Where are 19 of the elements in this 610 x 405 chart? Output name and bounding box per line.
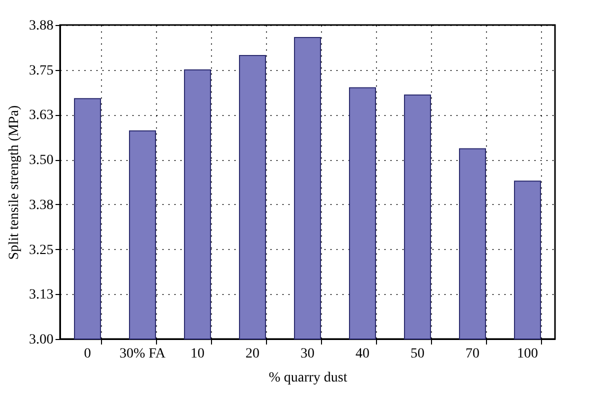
- x-tick-label: 0: [84, 346, 91, 362]
- x-tick-label: 10: [190, 346, 204, 362]
- y-tick-label: 3.50: [29, 153, 54, 168]
- x-tick-label: 100: [517, 346, 538, 362]
- y-tick-label: 3.88: [29, 18, 54, 34]
- y-tick-label: 3.75: [29, 63, 54, 78]
- y-tick-label: 3.63: [29, 108, 54, 124]
- x-tick-label: 50: [410, 346, 424, 362]
- y-tick-label: 3.00: [29, 332, 54, 348]
- y-tick-label: 3.25: [29, 242, 54, 258]
- y-axis-title: Split tensile strength (MPa): [7, 104, 22, 260]
- x-tick-label: 20: [246, 346, 260, 362]
- x-axis-title: % quarry dust: [268, 370, 348, 386]
- x-tick-label: 40: [356, 346, 370, 362]
- y-tick-label: 3.13: [29, 288, 54, 303]
- x-tick-label: 30: [300, 346, 314, 362]
- x-tick-label: 70: [466, 346, 480, 362]
- x-tick-label: 30% FA: [119, 346, 166, 362]
- y-tick-label: 3.38: [29, 198, 54, 213]
